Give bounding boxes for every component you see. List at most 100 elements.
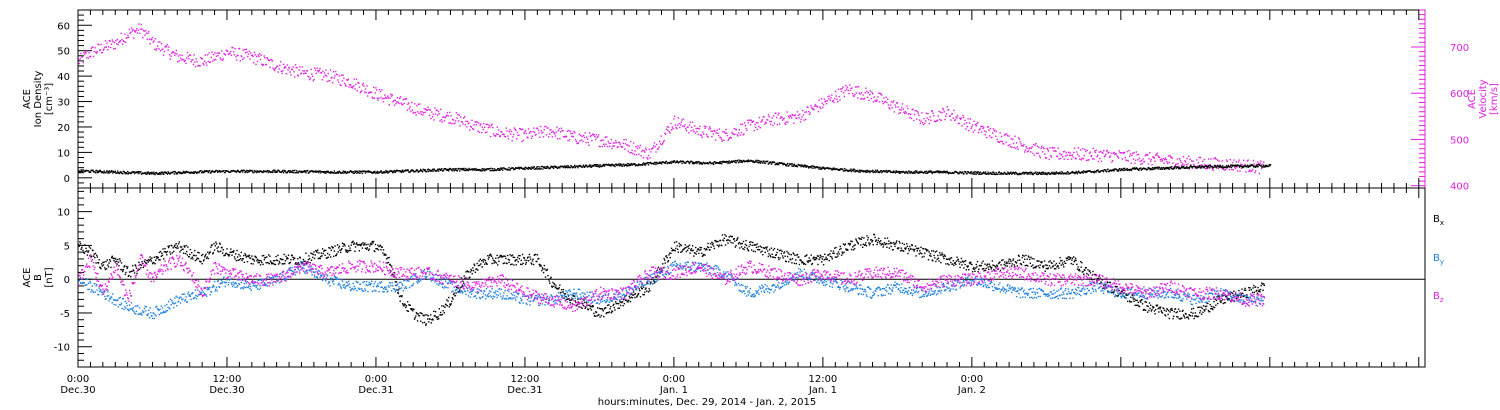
bx-series-point [749,243,751,246]
velocity-series-point [733,127,735,130]
bx-series-point [792,252,794,254]
bx-series-point [464,278,466,280]
bx-series-point [347,250,349,252]
density-series-point [500,168,503,170]
velocity-series-point [484,131,487,134]
density-series-point [126,173,128,175]
bx-series-point [272,260,275,262]
velocity-series-point [1182,156,1185,158]
velocity-series-point [556,126,558,128]
bx-series-point [822,256,824,258]
velocity-series-point [904,112,906,115]
bx-series-point [175,243,177,245]
velocity-series-point [925,112,928,114]
density-series-point [791,163,794,165]
velocity-series-point [547,127,549,129]
velocity-series-point [1156,152,1158,154]
velocity-series-point [726,134,729,137]
velocity-series-point [901,103,904,105]
bx-series-point [882,246,884,248]
velocity-series-point [586,138,589,140]
velocity-series-point [938,110,940,113]
velocity-series-point [538,132,540,134]
density-series-point [943,170,945,172]
bx-series-point [177,243,180,245]
velocity-series-point [796,111,799,113]
bx-series-point [829,253,831,255]
bx-series-point [145,262,148,264]
velocity-series-point [749,124,752,126]
velocity-series-point [688,132,690,134]
density-series-point [682,160,684,163]
velocity-series-point [194,65,197,68]
bx-series-point [141,261,143,263]
density-series-point [1022,171,1025,174]
velocity-series-point [1056,155,1059,158]
density-series-point [255,170,257,172]
density-series-point [135,172,138,174]
bx-series-point [100,267,102,270]
velocity-series-point [1178,157,1181,160]
velocity-series-point [1152,156,1154,158]
density-series-point [1238,166,1241,168]
density-series-point [479,169,481,171]
velocity-series-point [284,65,286,68]
bx-series-point [138,261,140,263]
bx-series-point [860,238,863,240]
bx-series-point [794,254,796,256]
density-series-point [140,171,142,173]
bx-series-point [487,258,490,260]
density-series-point [595,164,598,166]
velocity-series-point [1009,146,1012,148]
bx-series-point [841,251,843,253]
density-series-point [198,171,200,174]
density-series-point [1043,171,1045,174]
bx-series-point [349,249,352,252]
velocity-series-point [720,136,722,139]
velocity-series-point [571,132,574,135]
density-series-point [827,166,829,169]
velocity-series-point [649,157,651,159]
bx-series-point [166,254,168,256]
velocity-series-point [149,43,151,45]
velocity-series-point [641,149,644,151]
velocity-series-point [1073,147,1076,149]
bx-series-point [518,258,521,260]
velocity-series-point [412,112,414,114]
density-series-point [1169,166,1172,169]
velocity-series-point [1066,154,1068,156]
velocity-series-point [1179,159,1182,162]
bx-series-point [376,248,378,250]
density-series-point [784,163,786,165]
bx-series-point [396,289,398,291]
velocity-series-point [744,125,747,127]
velocity-series-point [1225,168,1227,170]
velocity-series-point [320,72,323,74]
bx-series-point [236,249,238,252]
density-series-point [625,164,627,166]
velocity-series-point [539,136,541,138]
velocity-series-point [742,134,744,136]
velocity-series-point [170,55,172,57]
velocity-series-point [1044,153,1046,155]
velocity-series-point [957,122,960,125]
velocity-series-point [1141,162,1144,165]
bx-series-point [786,250,788,253]
density-series-point [894,172,897,174]
bx-series-point [669,256,671,259]
velocity-series-point [828,98,830,100]
bx-series-point [95,262,97,264]
velocity-series-point [872,93,874,95]
velocity-series-point [624,148,626,150]
velocity-series-point [1215,158,1217,160]
velocity-series-point [810,105,812,107]
density-series-point [734,161,736,163]
velocity-series-point [1076,151,1078,153]
velocity-series-point [394,99,396,101]
bx-series-point [623,303,625,305]
bx-series-point [109,260,112,262]
bx-series-point [407,301,409,303]
velocity-series-point [475,124,478,126]
velocity-series-point [498,129,500,131]
bx-series-point [328,247,330,249]
